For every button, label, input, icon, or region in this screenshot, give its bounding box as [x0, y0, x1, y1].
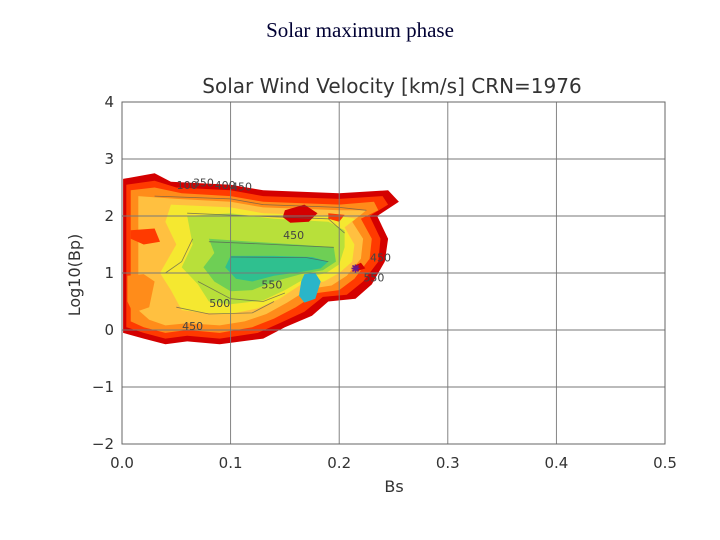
- x-tick-label-4: 0.4: [544, 454, 568, 472]
- chart-title: Solar Wind Velocity [km/s] CRN=1976: [202, 74, 581, 98]
- contour-region-7: [225, 255, 329, 282]
- contour-label-5: 550: [261, 278, 282, 291]
- contour-label-4: 450: [283, 229, 304, 242]
- contour-label-1: 350: [193, 176, 214, 189]
- y-axis-label: Log10(Bp): [65, 234, 84, 317]
- contour-line-6: [165, 238, 193, 274]
- contour-region-9: [130, 228, 160, 245]
- contour-label-0: 100: [177, 179, 198, 192]
- y-tick-label-5: 3: [104, 150, 114, 168]
- x-tick-label-2: 0.2: [327, 454, 351, 472]
- y-tick-label-2: 0: [104, 321, 114, 339]
- grid-lines: [122, 102, 665, 444]
- sample-marker: [351, 264, 360, 273]
- y-tick-label-3: 1: [104, 264, 114, 282]
- velocity-contour-chart: Solar Wind Velocity [km/s] CRN=1976 1003…: [65, 74, 677, 496]
- contour-label-2: 400: [215, 179, 236, 192]
- contour-region-8: [299, 273, 321, 303]
- y-tick-label-4: 2: [104, 207, 114, 225]
- x-tick-labels: 0.0 0.1 0.2 0.3 0.4 0.5: [110, 454, 677, 472]
- contour-line-1: [187, 212, 345, 234]
- contour-region-12: [328, 213, 345, 222]
- x-tick-label-3: 0.3: [436, 454, 460, 472]
- contour-region-10: [127, 274, 155, 313]
- contour-label-3: 450: [231, 180, 252, 193]
- y-tick-label-0: −2: [92, 435, 114, 453]
- x-tick-label-1: 0.1: [219, 454, 243, 472]
- contour-line-3: [230, 256, 329, 262]
- contour-line-4: [197, 281, 286, 302]
- marker-star: [351, 264, 360, 273]
- x-tick-label-0: 0.0: [110, 454, 134, 472]
- contour-line-0: [154, 195, 367, 211]
- plot-frame: [121, 101, 666, 445]
- contour-label-9: 550: [363, 272, 384, 285]
- contour-label-7: 450: [182, 320, 203, 333]
- y-tick-label-6: 4: [104, 93, 114, 111]
- contour-fill-group: [123, 173, 399, 345]
- y-tick-label-1: −1: [92, 378, 114, 396]
- y-tick-labels: −2 −1 0 1 2 3 4: [92, 93, 114, 453]
- x-axis-label: Bs: [384, 477, 403, 496]
- contour-label-8: 450: [370, 252, 391, 265]
- x-tick-label-5: 0.5: [653, 454, 677, 472]
- contour-label-6: 500: [209, 297, 230, 310]
- slide-title: Solar maximum phase: [266, 18, 454, 42]
